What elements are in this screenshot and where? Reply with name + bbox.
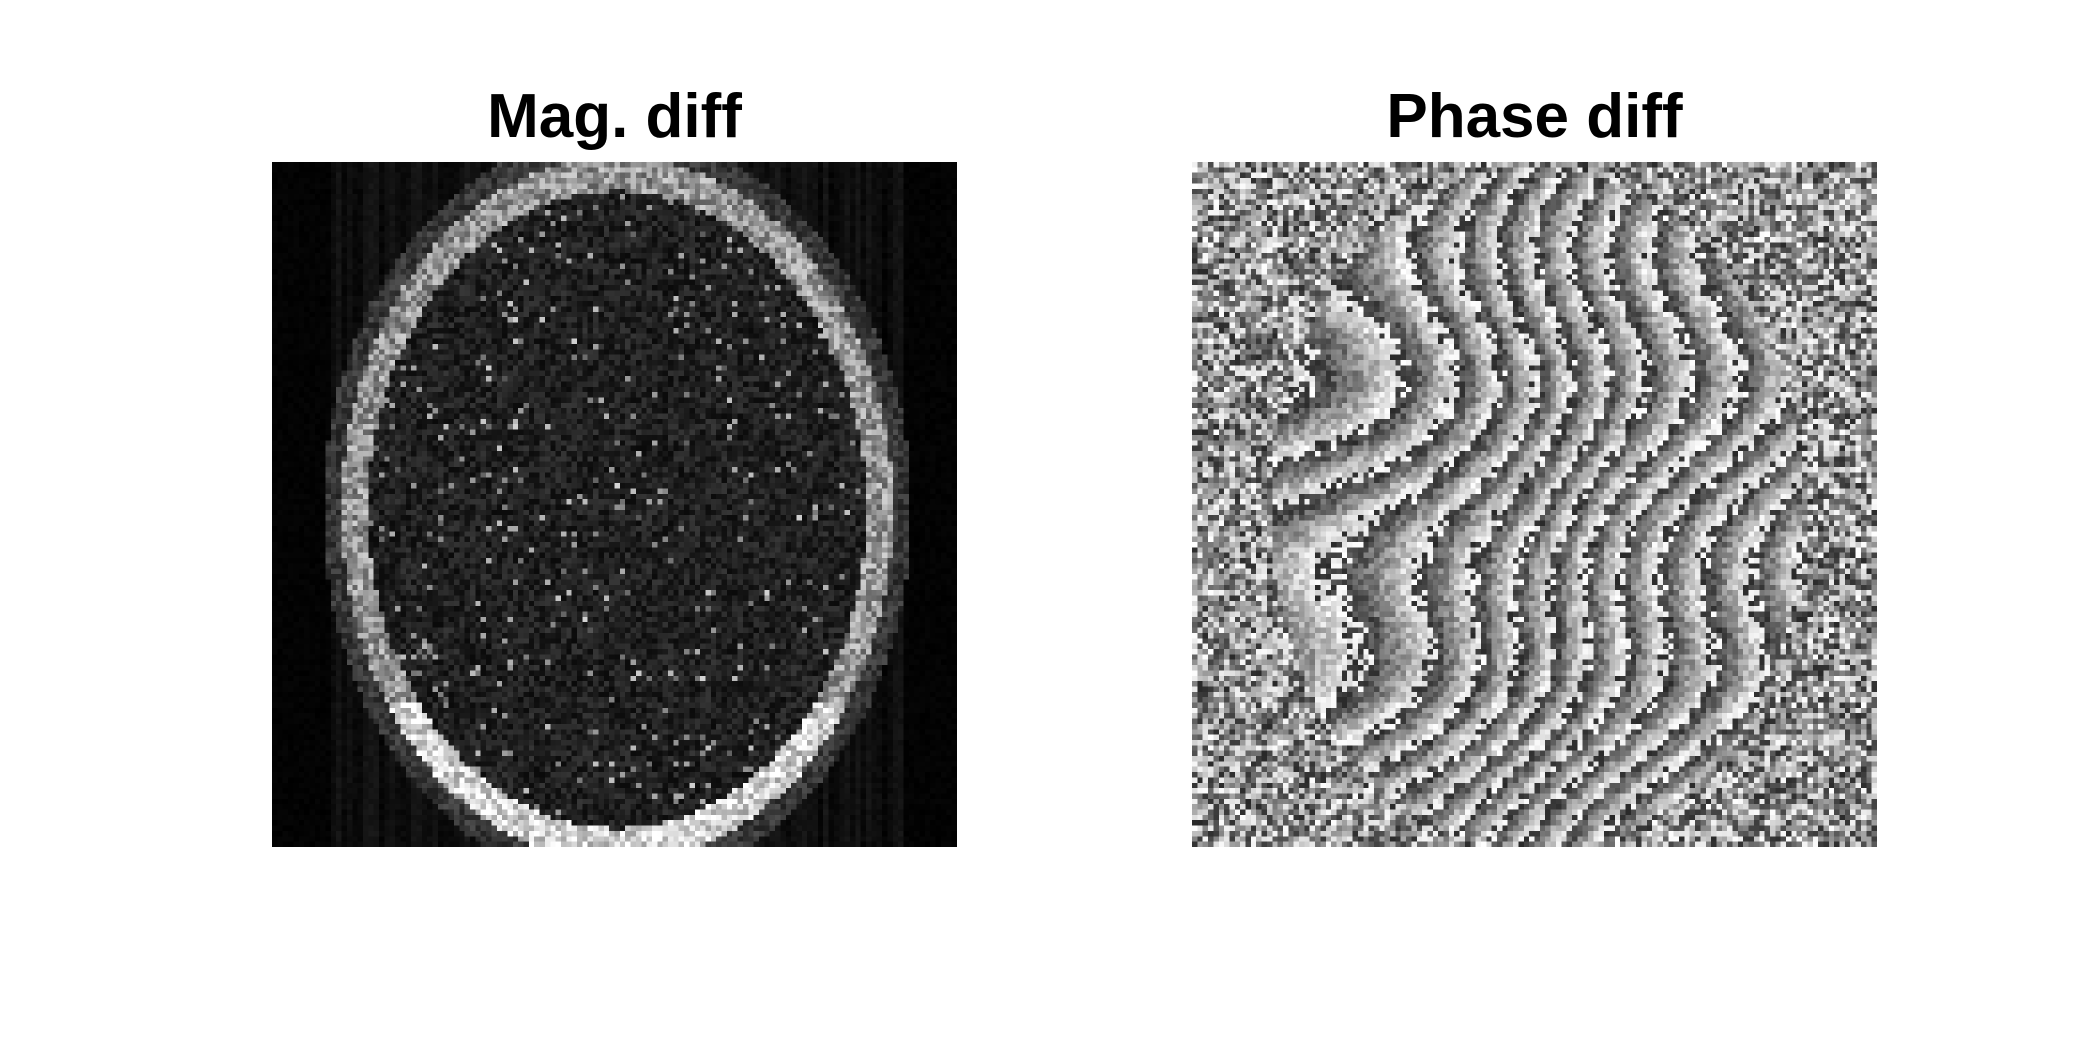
phase-diff-panel: Phase diff — [1041, 0, 2083, 1042]
phase-diff-canvas — [1192, 162, 1877, 847]
phase-diff-image — [1192, 162, 1877, 847]
magnitude-diff-image — [272, 162, 957, 847]
phase-diff-title: Phase diff — [1386, 82, 1683, 151]
magnitude-diff-canvas — [272, 162, 957, 847]
magnitude-diff-panel: Mag. diff — [0, 0, 1041, 1042]
magnitude-diff-title: Mag. diff — [487, 82, 742, 151]
